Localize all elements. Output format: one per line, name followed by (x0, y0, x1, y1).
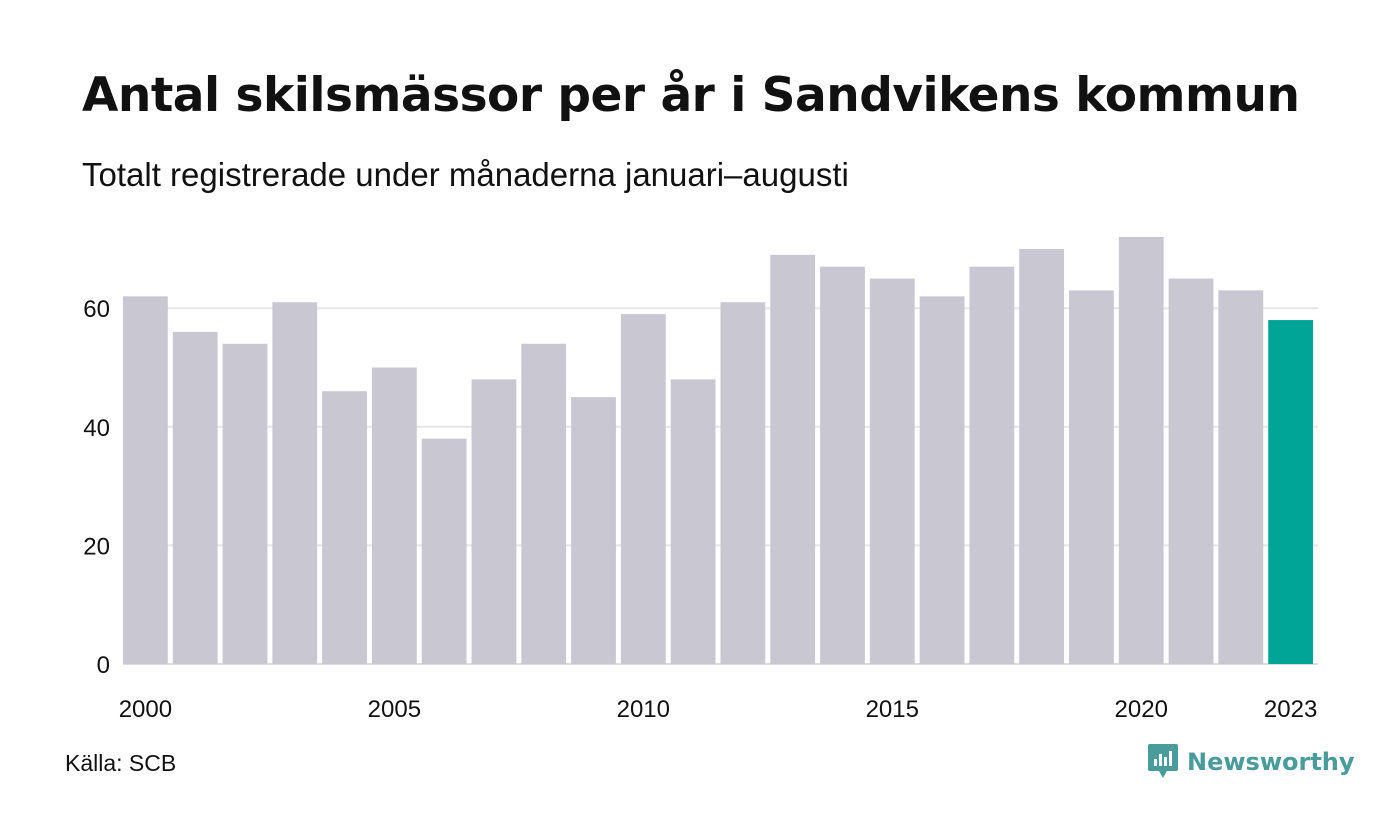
y-tick-label: 60 (83, 296, 110, 323)
brand[interactable]: Newsworthy (1147, 742, 1355, 782)
bar-2020 (1118, 237, 1164, 665)
chart-title: Antal skilsmässor per år i Sandvikens ko… (82, 68, 1300, 123)
bar-2019 (1069, 290, 1114, 664)
x-tick-label: 2005 (368, 696, 421, 723)
bar-2007 (471, 379, 517, 664)
bar-2023 (1268, 320, 1313, 664)
chart-subtitle: Totalt registrerade under månaderna janu… (82, 156, 849, 193)
y-tick-label: 20 (83, 533, 110, 560)
bar-2008 (521, 343, 567, 664)
source-note: Källa: SCB (65, 750, 177, 776)
bar-2000 (123, 296, 168, 664)
bar-2006 (421, 438, 467, 664)
brand-name: Newsworthy (1187, 748, 1355, 776)
x-tick-label: 2023 (1264, 696, 1317, 723)
bar-2018 (1019, 248, 1065, 664)
bar-2010 (620, 314, 666, 664)
bar-2013 (770, 254, 816, 664)
x-tick-label: 2015 (866, 696, 919, 723)
bar-2004 (322, 391, 367, 664)
bar-2015 (869, 278, 915, 664)
x-tick-label: 2000 (119, 696, 172, 723)
y-tick-label: 0 (97, 652, 110, 679)
bar-2005 (371, 367, 417, 664)
bar-2014 (820, 266, 865, 664)
newsworthy-logo-icon (1148, 744, 1178, 778)
bar-2017 (969, 266, 1015, 664)
bar-2002 (222, 343, 268, 664)
bar-2012 (720, 302, 766, 664)
bar-2003 (272, 302, 318, 664)
x-tick-label: 2020 (1115, 696, 1168, 723)
bar-2016 (919, 296, 965, 664)
label-layer: 0 20 40 60 2000 2005 2010 2015 2020 2023 (83, 296, 1317, 723)
bar-chart: 0 20 40 60 2000 2005 2010 2015 2020 2023 (83, 237, 1318, 723)
x-tick-label: 2010 (617, 696, 670, 723)
bar-2011 (670, 379, 716, 664)
bar-2001 (172, 331, 218, 664)
bar-2021 (1168, 278, 1214, 664)
bar-layer (123, 237, 1313, 665)
bar-2009 (571, 397, 616, 664)
bar-2022 (1218, 290, 1264, 664)
y-tick-label: 40 (83, 415, 110, 442)
